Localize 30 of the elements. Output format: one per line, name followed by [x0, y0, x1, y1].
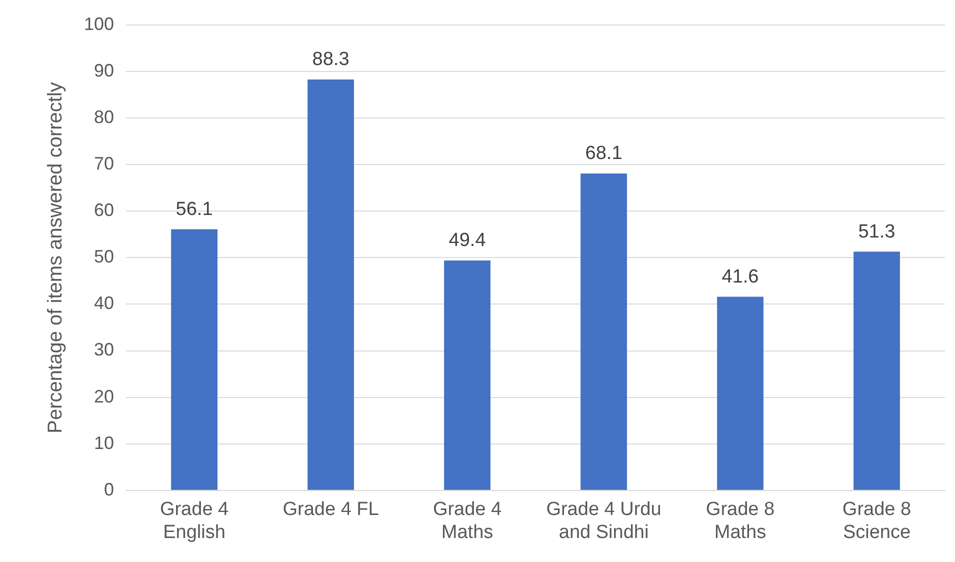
y-axis-title: Percentage of items answered correctly: [44, 82, 67, 434]
x-tick-label: Grade 8 Maths: [706, 499, 775, 543]
x-tick-label: Grade 8 Science: [842, 499, 912, 543]
data-label: 51.3: [858, 221, 896, 242]
bar: [171, 229, 218, 490]
bar: [580, 173, 627, 490]
bar: [444, 260, 490, 490]
y-tick-label: 90: [94, 60, 114, 81]
y-tick-label: 30: [94, 340, 114, 360]
data-label: 49.4: [448, 230, 486, 252]
bar: [854, 252, 900, 490]
y-tick-label: 70: [94, 154, 114, 174]
y-tick-label: 20: [94, 386, 114, 406]
y-tick-label: 80: [94, 107, 114, 128]
x-tick-label: Grade 4 Maths: [432, 499, 502, 543]
bar: [717, 296, 764, 490]
data-label: 41.6: [722, 266, 759, 288]
y-tick-label: 10: [94, 432, 114, 453]
x-tick-label: Grade 4 Urdu and Sindhi: [546, 499, 662, 543]
data-label: 56.1: [176, 199, 213, 220]
y-tick-label: 50: [94, 246, 114, 267]
y-tick-label: 0: [104, 479, 114, 500]
data-label: 68.1: [585, 143, 622, 164]
y-tick-label: 100: [84, 14, 114, 34]
data-label: 88.3: [312, 49, 350, 70]
x-tick-label: Grade 4 English: [160, 499, 230, 543]
y-tick-label: 40: [94, 293, 114, 314]
x-tick-label: Grade 4 FL: [282, 499, 379, 520]
bar: [308, 79, 354, 490]
y-tick-label: 60: [94, 200, 114, 220]
